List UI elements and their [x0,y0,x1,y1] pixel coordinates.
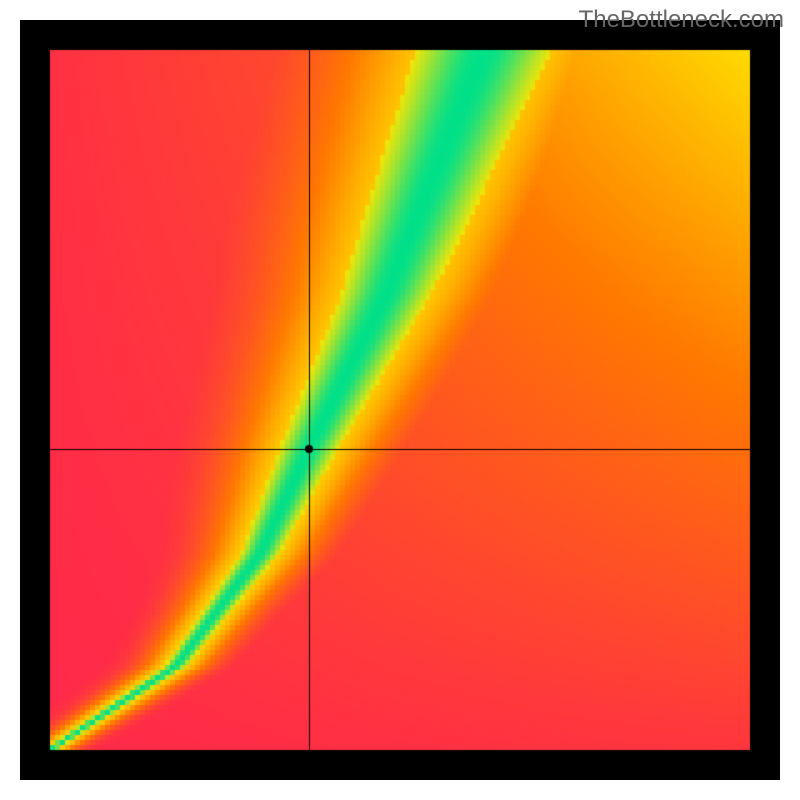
overlay-canvas [20,20,780,780]
watermark-text: TheBottleneck.com [579,6,784,34]
chart-frame [20,20,780,780]
